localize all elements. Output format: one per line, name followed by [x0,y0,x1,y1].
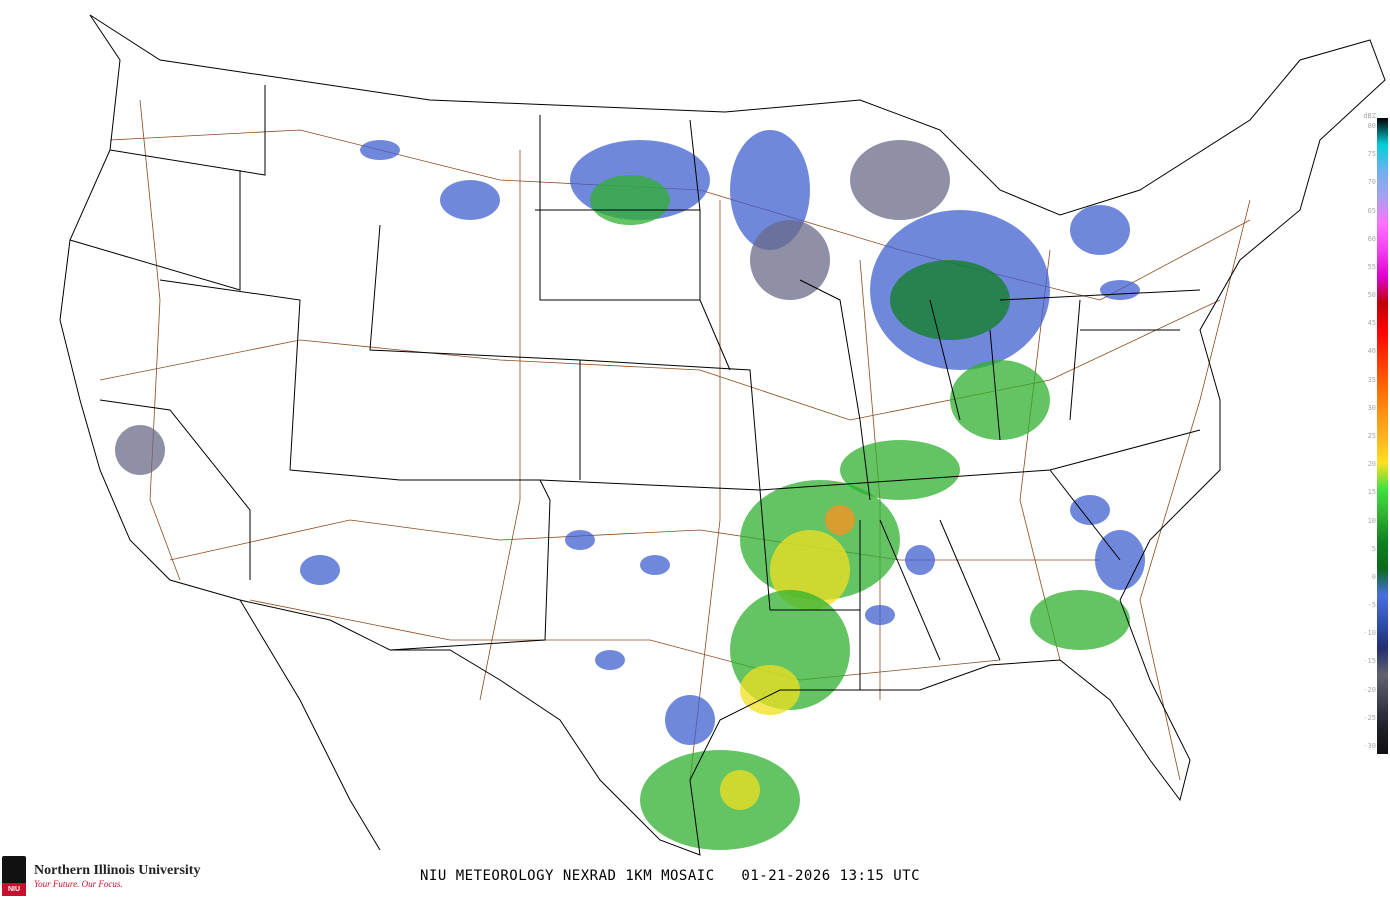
radar-echo [590,175,670,225]
legend-label: 20 [1367,460,1376,469]
radar-echo [850,140,950,220]
border-line [239,599,381,851]
radar-echo [840,440,960,500]
radar-echo [640,750,800,850]
interstate-road [139,99,181,581]
legend-label: 45 [1367,319,1376,328]
radar-echoes [115,130,1145,850]
legend-label: 60 [1367,234,1376,243]
radar-echo [750,220,830,300]
radar-echo [1100,280,1140,300]
border-line [69,170,241,291]
border-line [99,399,251,580]
interstate-road [1139,199,1251,781]
interstate-road [249,599,1001,681]
legend-label: 30 [1367,403,1376,412]
border-line [939,519,1001,661]
interstate-road [689,200,721,781]
border-line [989,329,1001,441]
radar-echo [360,140,400,160]
niu-badge: NIU [2,883,26,896]
legend-label: 65 [1367,206,1376,215]
legend-label: -5 [1367,601,1376,610]
radar-echo [640,555,670,575]
interstate-road [479,150,521,701]
legend-label: -25 [1363,713,1376,722]
university-name: Northern Illinois University [34,863,201,878]
border-line [159,279,301,471]
border-line [799,279,871,501]
legend-label: 10 [1367,516,1376,525]
niu-shield-icon: NIU [2,856,26,896]
legend-label: 25 [1367,432,1376,440]
legend-label: 15 [1367,488,1376,497]
radar-echo [565,530,595,550]
radar-echo [720,770,760,810]
radar-echo [300,555,340,585]
border-line [929,299,961,421]
legend-label: 0 [1371,572,1376,581]
legend-label: 40 [1367,347,1376,356]
border-line [59,14,1386,856]
legend-color-bar [1377,118,1388,754]
border-line [1049,469,1121,561]
border-line [999,289,1201,301]
state-borders [59,14,1386,856]
interstate-road [169,519,1100,561]
legend-unit: dBZ [1363,112,1376,120]
legend-label: 70 [1367,178,1376,187]
legend-label: -20 [1363,685,1376,694]
interstate-road [859,259,881,700]
border-line [689,119,701,300]
border-line [879,519,941,661]
radar-echo [1030,590,1130,650]
legend-label: -15 [1363,657,1376,666]
radar-echo [440,180,500,220]
border-line [389,479,551,651]
legend-label: 50 [1367,291,1376,300]
legend-label: 75 [1367,150,1376,159]
border-line [109,85,266,176]
legend-label: 5 [1371,544,1376,553]
legend-label: -10 [1363,629,1376,638]
radar-echo [865,605,895,625]
border-line [699,299,731,371]
map-caption: NIU METEOROLOGY NEXRAD 1KM MOSAIC 01-21-… [420,868,921,884]
legend-label: 35 [1367,375,1376,384]
radar-echo [950,360,1050,440]
radar-echo [825,505,855,535]
university-tagline: Your Future. Our Focus. [34,879,123,889]
legend-label: 55 [1367,262,1376,271]
dbz-color-legend: dBZ 80 75 70 65 60 55 50 45 40 35 30 25 20 15 10 5 0 -5 -1… [1360,112,1390,754]
border-line [579,359,771,611]
legend-label: -30 [1363,742,1376,750]
border-line [369,224,581,480]
interstate-roads [99,99,1251,781]
border-line [289,469,761,491]
radar-echo [115,425,165,475]
niu-logo: NIU Northern Illinois University Your Fu… [2,856,200,896]
radar-echo [905,545,935,575]
radar-echo [1070,205,1130,255]
radar-echo [665,695,715,745]
radar-echo [1070,495,1110,525]
legend-label: 80 [1367,122,1376,130]
interstate-road [99,299,1221,421]
radar-echo [595,650,625,670]
border-line [539,115,700,301]
border-line [1069,299,1081,421]
radar-echo [890,260,1010,340]
